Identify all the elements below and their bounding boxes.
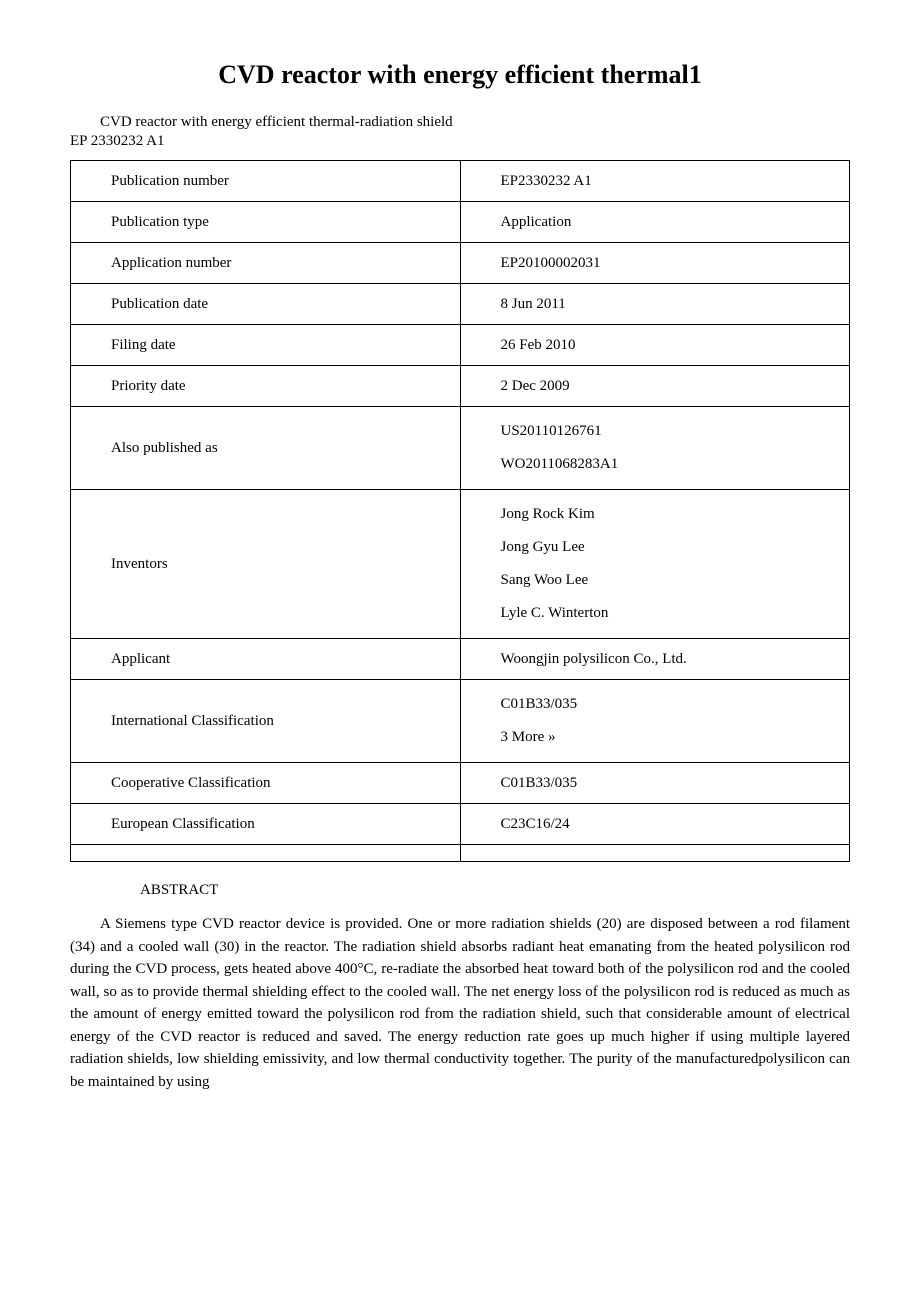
- table-row: Publication date8 Jun 2011: [71, 284, 850, 325]
- table-cell-value: [460, 845, 850, 862]
- table-cell-label: Filing date: [71, 325, 461, 366]
- table-cell-label: Inventors: [71, 490, 461, 639]
- abstract-heading: ABSTRACT: [140, 882, 850, 899]
- table-row: Filing date26 Feb 2010: [71, 325, 850, 366]
- table-cell-value: EP20100002031: [460, 243, 850, 284]
- table-cell-label: European Classification: [71, 804, 461, 845]
- patent-info-table: Publication numberEP2330232 A1Publicatio…: [70, 160, 850, 862]
- table-cell-value: 8 Jun 2011: [460, 284, 850, 325]
- table-cell-value: C01B33/0353 More »: [460, 680, 850, 763]
- table-cell-value: Jong Rock KimJong Gyu LeeSang Woo LeeLyl…: [460, 490, 850, 639]
- table-cell-value: C01B33/035: [460, 763, 850, 804]
- table-cell-value: C23C16/24: [460, 804, 850, 845]
- table-cell-value: Application: [460, 202, 850, 243]
- table-cell-label: Priority date: [71, 366, 461, 407]
- table-cell-label: Publication type: [71, 202, 461, 243]
- table-cell-label: International Classification: [71, 680, 461, 763]
- document-subtitle: CVD reactor with energy efficient therma…: [100, 114, 850, 131]
- ep-reference-number: EP 2330232 A1: [70, 133, 850, 150]
- table-row: [71, 845, 850, 862]
- table-cell-label: Publication date: [71, 284, 461, 325]
- table-row: Also published asUS20110126761WO20110682…: [71, 407, 850, 490]
- table-cell-label: Publication number: [71, 161, 461, 202]
- table-row: ApplicantWoongjin polysilicon Co., Ltd.: [71, 639, 850, 680]
- table-row: International ClassificationC01B33/0353 …: [71, 680, 850, 763]
- table-cell-label: Also published as: [71, 407, 461, 490]
- table-cell-value: 26 Feb 2010: [460, 325, 850, 366]
- table-row: European ClassificationC23C16/24: [71, 804, 850, 845]
- table-row: Application numberEP20100002031: [71, 243, 850, 284]
- table-row: Publication typeApplication: [71, 202, 850, 243]
- table-cell-value: US20110126761WO2011068283A1: [460, 407, 850, 490]
- table-cell-label: Applicant: [71, 639, 461, 680]
- table-cell-value: Woongjin polysilicon Co., Ltd.: [460, 639, 850, 680]
- document-title: CVD reactor with energy efficient therma…: [70, 60, 850, 90]
- table-row: Publication numberEP2330232 A1: [71, 161, 850, 202]
- table-cell-value: EP2330232 A1: [460, 161, 850, 202]
- table-row: Priority date2 Dec 2009: [71, 366, 850, 407]
- table-cell-label: [71, 845, 461, 862]
- table-cell-value: 2 Dec 2009: [460, 366, 850, 407]
- table-cell-label: Application number: [71, 243, 461, 284]
- table-row: InventorsJong Rock KimJong Gyu LeeSang W…: [71, 490, 850, 639]
- abstract-body: A Siemens type CVD reactor device is pro…: [70, 913, 850, 1093]
- table-cell-label: Cooperative Classification: [71, 763, 461, 804]
- table-row: Cooperative ClassificationC01B33/035: [71, 763, 850, 804]
